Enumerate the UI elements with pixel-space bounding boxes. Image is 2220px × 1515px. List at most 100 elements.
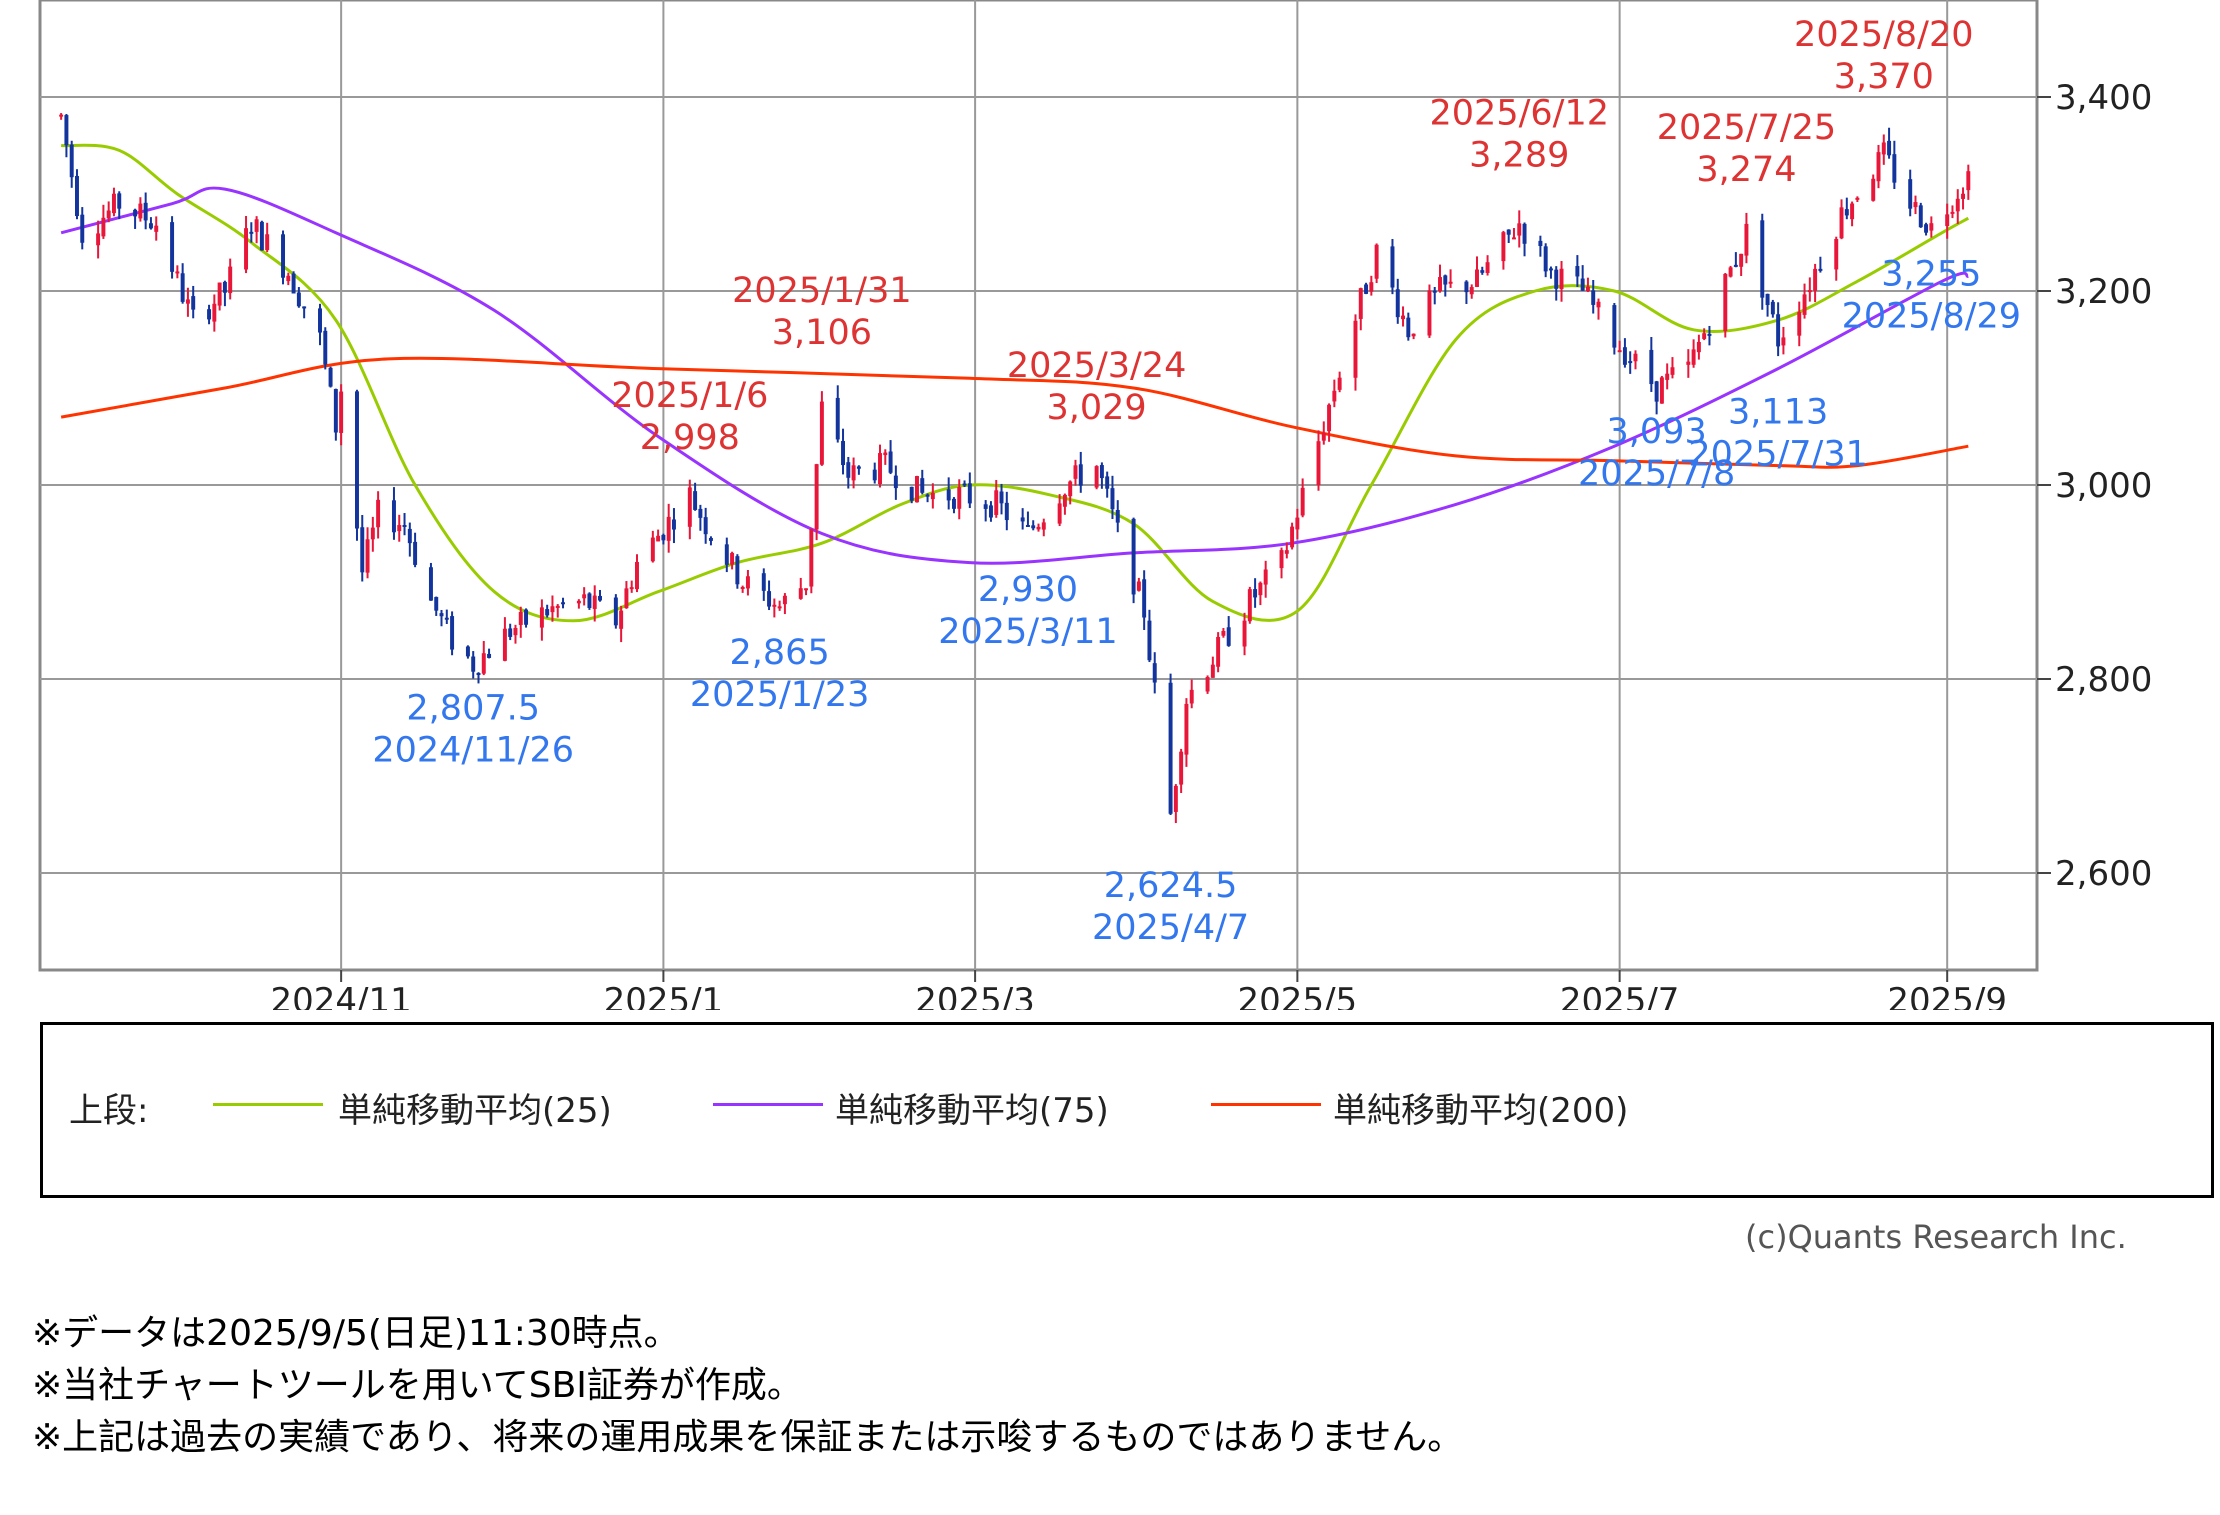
candle-up [1511, 237, 1516, 240]
candle-up [1691, 349, 1696, 365]
candle-down [465, 646, 470, 657]
candle-up [228, 266, 233, 294]
candle-down [1591, 290, 1596, 305]
candle-down [302, 306, 307, 309]
candle-down [703, 517, 708, 535]
candle-down [671, 519, 676, 530]
candle-up [656, 535, 661, 542]
candle-up [555, 605, 560, 608]
candle-up [212, 303, 217, 322]
candle-up [619, 610, 624, 629]
candle-down [613, 597, 618, 626]
candle-down [661, 534, 666, 541]
legend-label-ma75: 単純移動平均(75) [835, 1091, 1109, 1131]
candle-up [518, 611, 523, 625]
candle-down [1918, 205, 1923, 228]
candle-down [1707, 333, 1712, 336]
candle-down [1733, 264, 1738, 267]
candle-up [1559, 268, 1564, 290]
candle-up [1295, 517, 1300, 530]
candle-up [1475, 269, 1479, 287]
candle-down [1099, 465, 1104, 479]
candle-down [69, 144, 74, 178]
candle-up [1696, 341, 1701, 353]
candle-down [1432, 290, 1437, 293]
candle-down [170, 222, 175, 272]
candle-up [1723, 273, 1728, 332]
candle-down [1612, 305, 1617, 348]
candle-up [1781, 337, 1786, 346]
candle-up [1850, 203, 1855, 220]
candle-up [1258, 582, 1263, 596]
candle-up [582, 594, 587, 599]
candle-up [154, 225, 159, 232]
candle-up [1353, 320, 1358, 378]
candle-down [951, 498, 956, 509]
candle-up [1316, 441, 1321, 486]
high-annotation: 2025/8/20 [1794, 15, 1973, 55]
low-annotation: 2025/7/31 [1688, 434, 1867, 474]
x-tick-label: 2025/3 [915, 981, 1035, 1010]
low-annotation: 2025/1/23 [690, 675, 869, 715]
candle-up [1797, 312, 1802, 336]
high-annotation: 3,029 [1047, 388, 1147, 428]
high-annotation: 2025/1/31 [732, 271, 911, 311]
candle-up [1221, 630, 1226, 636]
low-annotation: 2025/7/8 [1578, 454, 1735, 494]
candle-up [1802, 294, 1807, 315]
candle-up [1871, 178, 1876, 201]
candle-up [111, 193, 116, 214]
candle-up [1438, 277, 1442, 292]
low-annotation: 2,865 [730, 633, 830, 673]
candle-up [1955, 198, 1960, 212]
candle-down [962, 483, 967, 486]
candle-up [1659, 377, 1664, 404]
high-annotation: 3,274 [1696, 150, 1796, 190]
candle-up [994, 490, 999, 515]
candle-down [1522, 223, 1527, 244]
candle-up [1839, 207, 1844, 239]
candle-down [328, 367, 333, 387]
candle-up [1813, 268, 1818, 291]
candle-up [138, 203, 143, 219]
candle-down [355, 391, 359, 529]
candle-up [1290, 526, 1295, 548]
candle-up [1501, 232, 1506, 262]
candle-down [1908, 179, 1913, 209]
candle-down [1025, 525, 1030, 528]
candle-down [1543, 246, 1548, 272]
candle-down [80, 214, 85, 243]
candle-up [624, 588, 629, 609]
candle-up [576, 600, 581, 604]
candle-down [1031, 525, 1036, 529]
candle-down [259, 221, 264, 251]
candle-down [180, 273, 185, 302]
candle-down [1887, 140, 1892, 156]
candle-up [782, 595, 787, 605]
candle-up [1945, 214, 1950, 227]
candle-up [1068, 481, 1073, 497]
candle-up [1173, 785, 1178, 812]
high-annotation: 2025/3/24 [1007, 346, 1186, 386]
candle-down [1765, 293, 1770, 306]
candle-down [856, 466, 861, 469]
ma-line-0 [61, 143, 1970, 623]
candle-up [1881, 142, 1886, 155]
candle-up [1321, 432, 1326, 441]
candle-up [930, 492, 935, 500]
candle-down [407, 528, 412, 544]
candle-up [1876, 152, 1881, 182]
candle-up [1062, 494, 1067, 507]
low-annotation: 2,807.5 [406, 689, 540, 729]
candle-down [698, 508, 703, 518]
candle-down [1554, 269, 1559, 289]
candle-up [1189, 689, 1194, 704]
candle-up [740, 587, 745, 590]
low-annotation: 2,624.5 [1104, 866, 1238, 906]
candle-up [1469, 287, 1474, 295]
candle-down [333, 389, 338, 433]
candle-down [117, 193, 122, 209]
candle-up [1337, 377, 1342, 390]
candle-down [148, 223, 153, 229]
candle-up [59, 114, 64, 117]
